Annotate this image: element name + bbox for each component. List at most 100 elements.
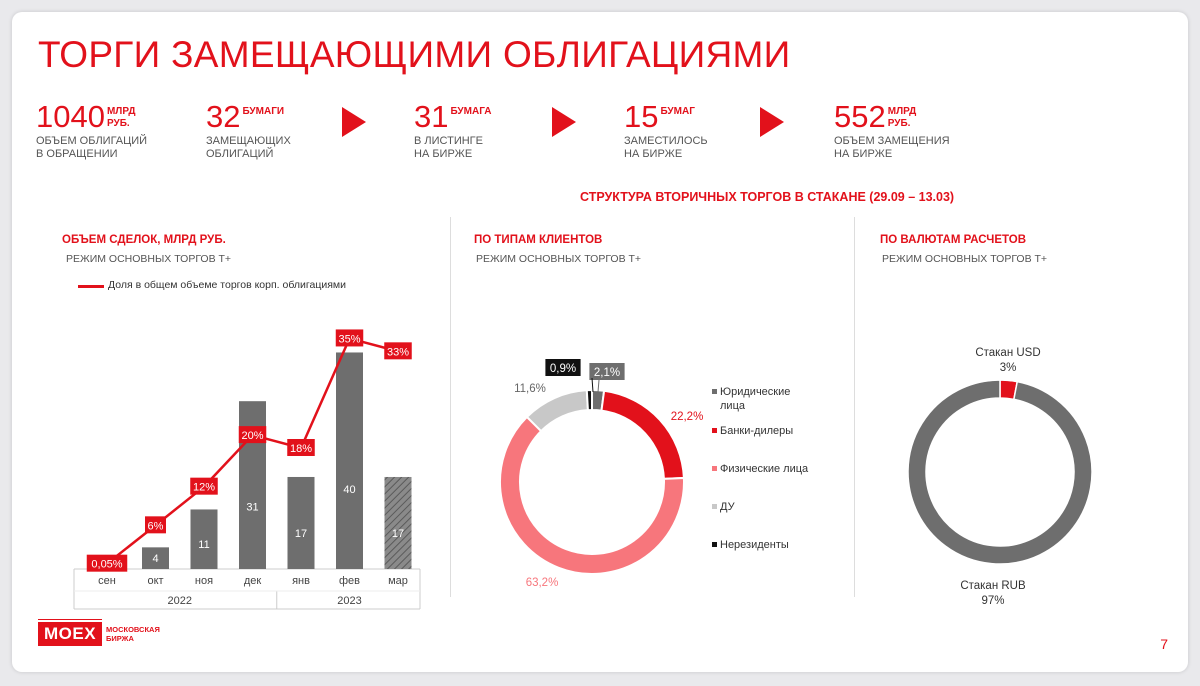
stat-unit: МЛРД РУБ.: [106, 106, 136, 129]
x-tick-label: фев: [339, 575, 360, 587]
bar-value-label: 17: [295, 528, 307, 540]
bar: [287, 476, 315, 569]
slide: ТОРГИ ЗАМЕЩАЮЩИМИ ОБЛИГАЦИЯМИ 1040 МЛРД Р…: [12, 12, 1188, 672]
legend-square-icon: [712, 504, 717, 509]
legend-square-icon: [712, 466, 717, 471]
stat-description: ОБЪЕМ ОБЛИГАЦИЙ В ОБРАЩЕНИИ: [36, 135, 148, 160]
line-point-label: 18%: [290, 443, 312, 455]
logo-text: МОСКОВСКАЯ БИРЖА: [106, 625, 160, 643]
slice-label: 11,6%: [514, 383, 546, 395]
arrow-icon: [760, 107, 784, 137]
stat-unit: БУМАГА: [450, 106, 492, 117]
x-tick-label: ноя: [195, 575, 213, 587]
bar: [384, 476, 412, 569]
page-number: 7: [1160, 636, 1168, 652]
legend-label: Нерезиденты: [720, 539, 789, 551]
divider: [854, 217, 855, 597]
legend-item-individuals: Физические лица: [712, 462, 809, 476]
stat-bonds-volume: 1040 МЛРД РУБ. ОБЪЕМ ОБЛИГАЦИЙ В ОБРАЩЕНИ…: [36, 100, 147, 161]
chart3-subtitle: РЕЖИМ ОСНОВНЫХ ТОРГОВ Т+: [882, 253, 1048, 265]
donut-slice: [907, 379, 1093, 565]
structure-title: СТРУКТУРА ВТОРИЧНЫХ ТОРГОВ В СТАКАНЕ (29…: [580, 190, 955, 204]
arrow-icon: [342, 107, 366, 137]
bar: [142, 547, 169, 569]
chart2-title: ПО ТИПАМ КЛИЕНТОВ: [474, 234, 603, 246]
line-point-label-bg: [384, 342, 412, 360]
line-point-label-bg: [287, 439, 315, 456]
stat-number: 15: [624, 99, 659, 134]
stat-description: В ЛИСТИНГЕ НА БИРЖЕ: [414, 135, 483, 160]
logo-mark: MOEX: [38, 622, 102, 646]
legend-line-icon: [78, 285, 104, 288]
leader-line: [597, 379, 600, 393]
legend-item-legal: Юридические лица: [712, 385, 791, 413]
x-tick-label: дек: [244, 575, 262, 587]
line-point-label-bg: [145, 516, 166, 534]
line-point-label: 35%: [338, 333, 360, 345]
stat-number: 552: [834, 99, 886, 134]
currency-donut: Стакан USD 3% Стакан RUB 97%: [907, 347, 1093, 607]
arrow-icon: [552, 107, 576, 137]
bar-value-label: 11: [198, 539, 209, 551]
slice-label-bg: [545, 359, 581, 376]
legend-label: Банки-дилеры: [720, 425, 794, 437]
slice-label: 2,1%: [594, 367, 620, 379]
line-point-label-bg: [238, 426, 267, 444]
line-point-label-bg: [86, 554, 128, 572]
slice-label: 0,9%: [550, 363, 576, 375]
stat-replacing-bonds: 32 БУМАГИ ЗАМЕЩАЮЩИХ ОБЛИГАЦИЙ: [206, 100, 291, 161]
stat-description: ЗАМЕСТИЛОСЬ НА БИРЖЕ: [624, 135, 708, 160]
slice-label: 63,2%: [526, 577, 559, 589]
legend-label: Физические лица: [720, 463, 809, 475]
leader-line: [591, 377, 594, 393]
chart3-title: ПО ВАЛЮТАМ РАСЧЕТОВ: [880, 234, 1027, 246]
stat-unit: МЛРД РУБ.: [887, 106, 917, 129]
legend-line-label: Доля в общем объеме торгов корп. облигац…: [108, 279, 346, 291]
x-group-label: 2022: [168, 595, 192, 607]
x-tick-label: сен: [98, 575, 116, 587]
stat-listing: 31 БУМАГА В ЛИСТИНГЕ НА БИРЖЕ: [414, 100, 491, 161]
bar: [336, 352, 363, 569]
line-point-label: 0,05%: [91, 559, 122, 571]
legend-label: ДУ: [720, 501, 735, 513]
legend-square-icon: [712, 542, 717, 547]
chart1-title: ОБЪЕМ СДЕЛОК, МЛРД РУБ.: [62, 234, 226, 246]
divider: [450, 217, 451, 597]
bar-value-label: 4: [152, 553, 158, 565]
stat-unit: БУМАГИ: [242, 106, 285, 117]
donut-slice: [585, 388, 593, 412]
x-tick-label: мар: [388, 575, 408, 587]
legend-label: Юридические лица: [720, 386, 791, 412]
legend-item-nonresidents: Нерезиденты: [712, 538, 789, 552]
x-group-label: 2023: [337, 595, 361, 607]
bar: [190, 509, 218, 569]
page-title: ТОРГИ ЗАМЕЩАЮЩИМИ ОБЛИГАЦИЯМИ: [38, 34, 791, 75]
bar-value-label: 17: [392, 528, 404, 540]
legend-square-icon: [712, 389, 717, 394]
stat-number: 31: [414, 99, 449, 134]
stat-number: 1040: [36, 99, 105, 134]
stat-replaced: 15 БУМАГ ЗАМЕСТИЛОСЬ НА БИРЖЕ: [624, 100, 708, 161]
x-tick-label: янв: [292, 575, 310, 587]
line-point-label: 6%: [148, 520, 164, 532]
bar-value-label: 31: [246, 501, 258, 513]
slice-label: 3%: [1000, 362, 1017, 374]
chart2-subtitle: РЕЖИМ ОСНОВНЫХ ТОРГОВ Т+: [476, 253, 642, 265]
stat-replacement-volume: 552 МЛРД РУБ. ОБЪЕМ ЗАМЕЩЕНИЯ НА БИРЖЕ: [834, 100, 950, 161]
line-point-label: 33%: [387, 346, 409, 358]
bar-chart: сен 4 окт 11 ноя 31 дек 17 янв 40 фев 17 мар 2022 2023…: [73, 329, 421, 610]
line-point-label-bg: [190, 477, 218, 495]
slice-label-bg: [589, 363, 625, 380]
stat-description: ЗАМЕЩАЮЩИХ ОБЛИГАЦИЙ: [206, 135, 291, 160]
slice-label: 97%: [981, 595, 1004, 607]
donut-slice: [525, 389, 589, 433]
slice-name: Стакан RUB: [960, 580, 1026, 592]
line-point-label: 20%: [241, 430, 263, 442]
bar-value-label: 40: [343, 484, 355, 496]
chart1-subtitle: РЕЖИМ ОСНОВНЫХ ТОРГОВ Т+: [66, 253, 232, 265]
donut-slice: [499, 415, 685, 575]
donut-slice: [600, 389, 685, 480]
slice-label: 22,2%: [671, 411, 704, 423]
x-tick-label: окт: [147, 575, 163, 587]
logo-line: [38, 619, 102, 620]
